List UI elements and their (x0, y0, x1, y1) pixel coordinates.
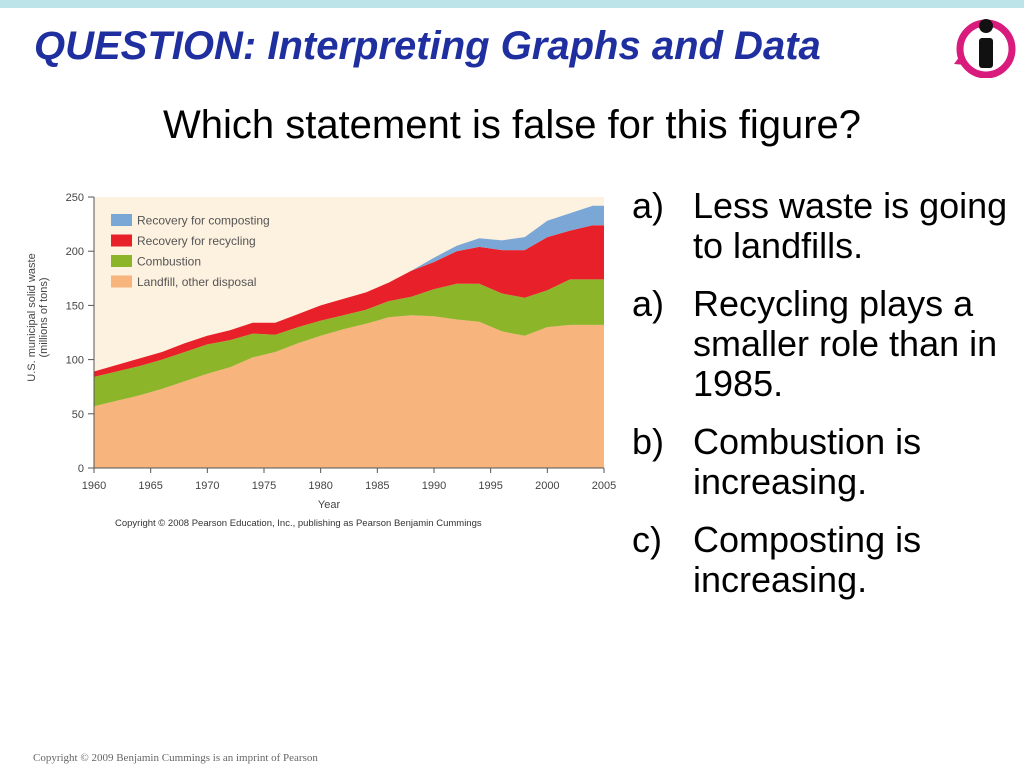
y-axis-label-line2: (millions of tons) (38, 277, 50, 357)
answer-option[interactable]: c) Composting is increasing. (632, 520, 1012, 600)
answer-option[interactable]: b) Combustion is increasing. (632, 422, 1012, 502)
x-tick-label: 2000 (535, 480, 559, 492)
area-combustion (94, 279, 604, 407)
x-tick-label: 1970 (195, 480, 219, 492)
area-landfill-other-disposal (94, 315, 604, 468)
x-axis-label: Year (318, 499, 341, 511)
y-tick-label: 50 (72, 409, 84, 421)
area-recovery-for-composting (94, 205, 604, 372)
x-tick-label: 2005 (592, 480, 616, 492)
answer-text: Less waste is going to landfills. (693, 185, 1008, 266)
x-tick-label: 1990 (422, 480, 446, 492)
legend-label: Recovery for composting (137, 214, 270, 228)
answer-option[interactable]: a) Recycling plays a smaller role than i… (632, 284, 1012, 404)
answer-marker: a) (632, 185, 665, 226)
x-tick-label: 1980 (308, 480, 332, 492)
answer-text: Composting is increasing. (693, 519, 922, 600)
legend-label: Combustion (137, 255, 201, 269)
answer-text: Combustion is increasing. (693, 421, 922, 502)
y-tick-label: 250 (66, 192, 84, 204)
top-accent-bar (0, 0, 1024, 8)
y-tick-label: 0 (78, 463, 84, 475)
answer-marker: b) (632, 421, 665, 462)
legend-swatch (111, 234, 132, 247)
legend-label: Recovery for recycling (137, 234, 256, 248)
x-tick-label: 1995 (478, 480, 502, 492)
answer-list: a) Less waste is going to landfills. a) … (632, 186, 1012, 600)
x-tick-label: 1975 (252, 480, 276, 492)
answer-marker: c) (632, 519, 662, 560)
y-tick-label: 200 (66, 246, 84, 258)
slide-title: QUESTION: Interpreting Graphs and Data (34, 24, 821, 68)
x-tick-label: 1985 (365, 480, 389, 492)
x-tick-label: 1960 (82, 480, 106, 492)
question-text: Which statement is false for this figure… (162, 103, 862, 147)
area-recovery-for-recycling (94, 225, 604, 377)
y-tick-label: 100 (66, 355, 84, 367)
x-tick-label: 1965 (138, 480, 162, 492)
legend-swatch (111, 275, 132, 288)
answer-option[interactable]: a) Less waste is going to landfills. (632, 186, 1012, 266)
slide-footer: Copyright © 2009 Benjamin Cummings is an… (33, 752, 318, 764)
waste-area-chart: 0 50 100 150 200 250 1960 1965 1970 1975 1980 1985 1… (26, 192, 616, 529)
answer-text: Recycling plays a smaller role than in 1… (693, 283, 998, 404)
y-tick-label: 150 (66, 300, 84, 312)
legend-swatch (111, 255, 132, 267)
legend-label: Landfill, other disposal (137, 275, 256, 289)
chart-copyright: Copyright © 2008 Pearson Education, Inc.… (115, 518, 482, 529)
info-person-icon (954, 19, 1016, 78)
y-axis-label-line1: U.S. municipal solid waste (26, 253, 38, 381)
answer-marker: a) (632, 283, 665, 324)
legend-swatch (111, 214, 132, 226)
